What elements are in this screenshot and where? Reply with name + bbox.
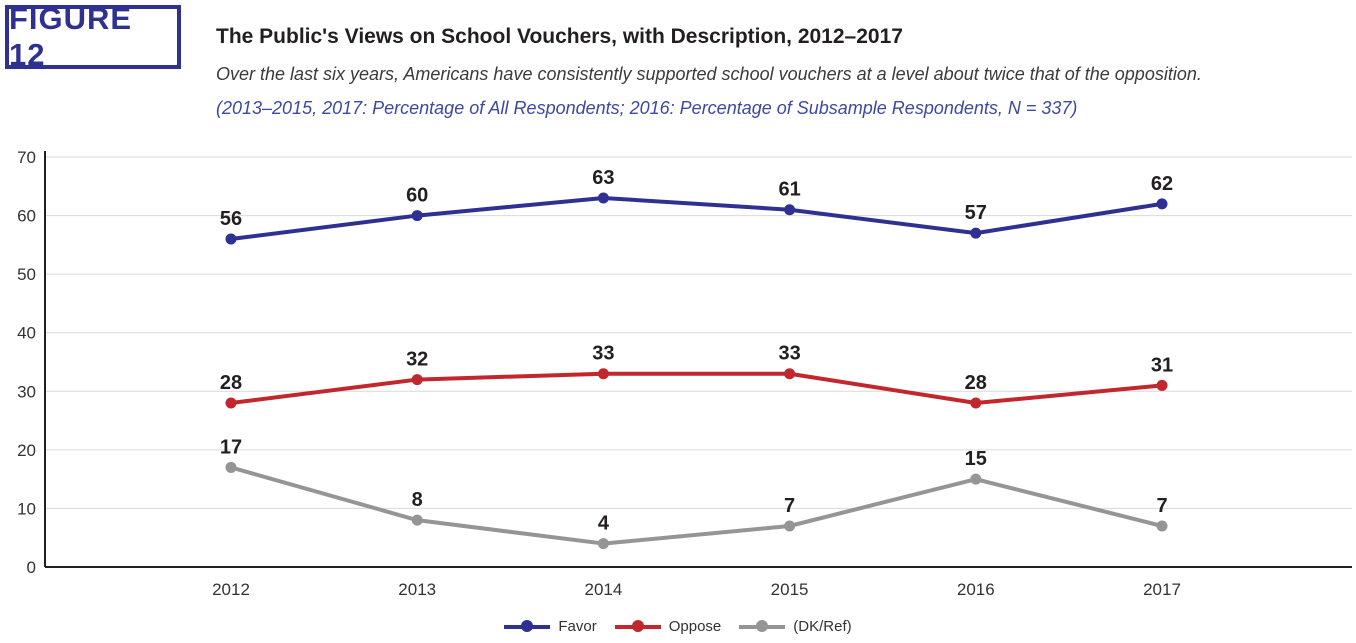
data-label: 15 — [965, 448, 987, 470]
data-point — [411, 210, 423, 222]
figure-label-text: FIGURE 12 — [9, 1, 133, 72]
data-label: 33 — [592, 343, 614, 365]
legend-label-dk: (DK/Ref) — [793, 618, 852, 635]
legend-swatch-favor — [504, 619, 551, 632]
data-point — [1156, 198, 1168, 210]
x-tick-label: 2014 — [584, 580, 622, 599]
data-point — [597, 538, 609, 550]
legend-item-favor: Favor — [504, 618, 597, 635]
x-tick-label: 2017 — [1143, 580, 1181, 599]
data-point — [225, 461, 237, 473]
chart-note: (2013–2015, 2017: Percentage of All Resp… — [216, 98, 1078, 118]
y-tick-label: 50 — [17, 265, 36, 284]
figure-label: FIGURE 12 — [5, 1, 181, 72]
data-label: 4 — [598, 513, 610, 535]
data-label: 7 — [784, 495, 795, 517]
data-label: 31 — [1151, 354, 1173, 376]
data-point — [784, 368, 796, 380]
y-tick-label: 20 — [17, 441, 36, 460]
y-tick-label: 40 — [17, 324, 36, 343]
data-label: 62 — [1151, 173, 1173, 195]
legend-item-dk: (DK/Ref) — [739, 618, 852, 635]
data-point — [411, 514, 423, 526]
data-label: 7 — [1156, 495, 1167, 517]
data-point — [784, 204, 796, 216]
data-label: 28 — [965, 372, 987, 394]
data-point — [411, 374, 423, 386]
data-label: 57 — [965, 202, 987, 224]
data-label: 33 — [778, 343, 800, 365]
data-point — [597, 192, 609, 204]
chart-legend: Favor Oppose (DK/Ref) — [0, 618, 1356, 635]
data-label: 61 — [778, 179, 800, 201]
data-label: 60 — [406, 185, 428, 207]
y-tick-label: 0 — [27, 558, 36, 577]
x-tick-label: 2016 — [957, 580, 995, 599]
data-label: 8 — [412, 489, 423, 511]
data-point — [225, 233, 237, 245]
legend-label-favor: Favor — [558, 618, 597, 635]
x-tick-label: 2013 — [398, 580, 436, 599]
y-tick-label: 60 — [17, 207, 36, 226]
data-label: 56 — [220, 208, 242, 230]
data-label: 63 — [592, 167, 614, 189]
legend-label-oppose: Oppose — [668, 618, 722, 635]
data-point — [225, 397, 237, 409]
legend-swatch-dk — [739, 619, 786, 632]
series-line-oppose — [229, 371, 1164, 405]
data-point — [597, 368, 609, 380]
data-point — [1156, 379, 1168, 391]
data-label: 32 — [406, 349, 428, 371]
data-point — [1156, 520, 1168, 532]
y-tick-label: 30 — [17, 382, 36, 401]
x-tick-label: 2012 — [212, 580, 250, 599]
data-point — [970, 397, 982, 409]
y-tick-label: 70 — [17, 148, 36, 167]
data-point — [970, 473, 982, 485]
chart-subtitle: Over the last six years, Americans have … — [216, 64, 1202, 84]
data-label: 28 — [220, 372, 242, 394]
data-point — [784, 520, 796, 532]
data-label: 17 — [220, 436, 242, 458]
legend-swatch-oppose — [614, 619, 661, 632]
legend-item-oppose: Oppose — [614, 618, 722, 635]
x-tick-label: 2015 — [771, 580, 809, 599]
y-tick-label: 10 — [17, 499, 36, 518]
series-line-dkref — [229, 465, 1164, 546]
series-line-favor — [229, 196, 1164, 241]
data-point — [970, 227, 982, 239]
chart-title: The Public's Views on School Vouchers, w… — [216, 25, 903, 48]
